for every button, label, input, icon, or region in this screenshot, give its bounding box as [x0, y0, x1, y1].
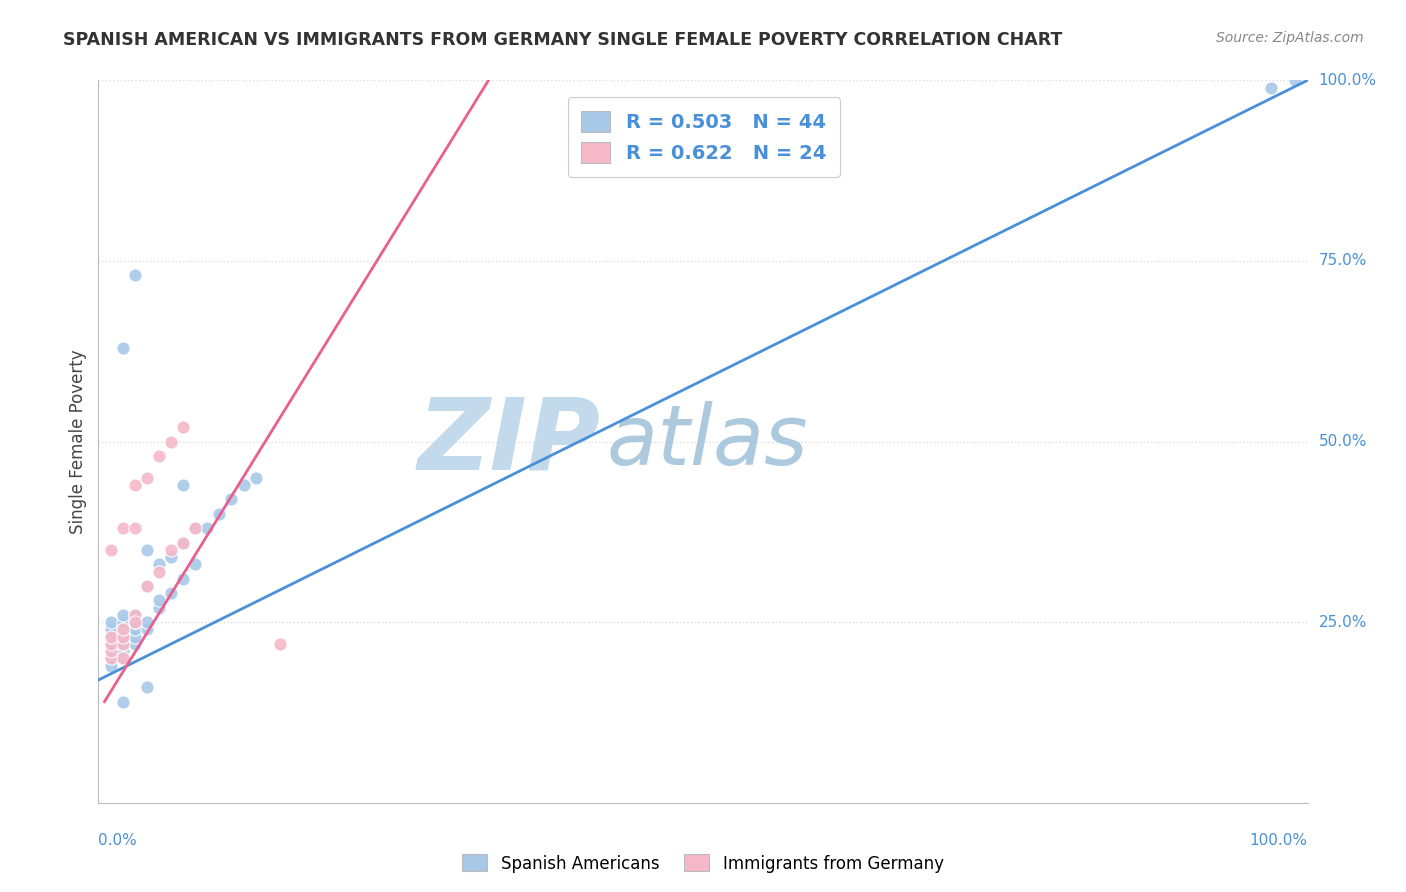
Point [111, 623, 134, 637]
Point [111, 607, 134, 622]
Point [111, 341, 134, 355]
Point [148, 558, 170, 572]
Point [100, 637, 122, 651]
Point [135, 470, 157, 484]
Point [100, 658, 122, 673]
Point [100, 651, 122, 665]
Text: 100.0%: 100.0% [1319, 73, 1376, 87]
Point [124, 607, 146, 622]
Point [111, 651, 134, 665]
Legend: R = 0.503   N = 44, R = 0.622   N = 24: R = 0.503 N = 44, R = 0.622 N = 24 [568, 97, 839, 177]
Text: 100.0%: 100.0% [1250, 833, 1308, 848]
Point [111, 623, 134, 637]
Point [100, 615, 122, 630]
Text: 0.0%: 0.0% [98, 833, 138, 848]
Text: SPANISH AMERICAN VS IMMIGRANTS FROM GERMANY SINGLE FEMALE POVERTY CORRELATION CH: SPANISH AMERICAN VS IMMIGRANTS FROM GERM… [63, 31, 1063, 49]
Point [111, 637, 134, 651]
Point [160, 542, 183, 557]
Text: Source: ZipAtlas.com: Source: ZipAtlas.com [1216, 31, 1364, 45]
Point [195, 521, 218, 535]
Point [100, 651, 122, 665]
Point [111, 651, 134, 665]
Point [124, 478, 146, 492]
Point [160, 586, 183, 600]
Point [100, 637, 122, 651]
Point [100, 644, 122, 658]
Text: ZIP: ZIP [418, 393, 600, 490]
Point [160, 434, 183, 449]
Point [124, 630, 146, 644]
Point [124, 607, 146, 622]
Legend: Spanish Americans, Immigrants from Germany: Spanish Americans, Immigrants from Germa… [456, 847, 950, 880]
Point [208, 507, 231, 521]
Point [111, 695, 134, 709]
Point [124, 615, 146, 630]
Text: 25.0%: 25.0% [1319, 615, 1367, 630]
Point [100, 623, 122, 637]
Point [148, 600, 170, 615]
Point [135, 615, 157, 630]
Point [221, 492, 243, 507]
Text: 75.0%: 75.0% [1319, 253, 1367, 268]
Point [111, 615, 134, 630]
Point [172, 478, 194, 492]
Point [124, 615, 146, 630]
Point [1284, 73, 1306, 87]
Point [184, 558, 207, 572]
Point [111, 630, 134, 644]
Point [111, 630, 134, 644]
Point [111, 521, 134, 535]
Point [135, 623, 157, 637]
Point [124, 268, 146, 283]
Point [184, 521, 207, 535]
Y-axis label: Single Female Poverty: Single Female Poverty [69, 350, 87, 533]
Point [148, 593, 170, 607]
Text: 50.0%: 50.0% [1319, 434, 1367, 449]
Point [100, 644, 122, 658]
Point [148, 449, 170, 463]
Point [100, 630, 122, 644]
Point [100, 542, 122, 557]
Point [160, 550, 183, 565]
Point [124, 623, 146, 637]
Point [100, 630, 122, 644]
Point [135, 579, 157, 593]
Point [111, 644, 134, 658]
Point [232, 478, 254, 492]
Point [172, 535, 194, 549]
Point [135, 579, 157, 593]
Point [172, 420, 194, 434]
Point [172, 535, 194, 549]
Text: atlas: atlas [606, 401, 808, 482]
Point [111, 637, 134, 651]
Point [124, 637, 146, 651]
Point [245, 470, 267, 484]
Point [135, 680, 157, 694]
Point [124, 521, 146, 535]
Point [172, 572, 194, 586]
Point [269, 637, 291, 651]
Point [148, 565, 170, 579]
Point [1260, 80, 1282, 95]
Point [184, 521, 207, 535]
Point [135, 542, 157, 557]
